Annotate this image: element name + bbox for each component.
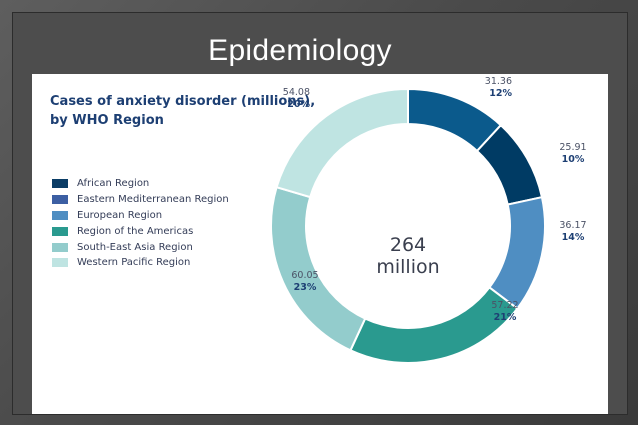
slice-percent-label-western-pacific-region: 20% [287, 99, 310, 110]
legend-item-south-east-asia-region: South-East Asia Region [52, 239, 229, 255]
slice-value-label-african-region: 31.36 [485, 76, 512, 87]
slice-south-east-asia-region [270, 185, 367, 352]
slide-title: Epidemiology [208, 34, 392, 67]
chart-legend: African Region Eastern Mediterranean Reg… [52, 176, 229, 271]
legend-swatch [52, 179, 68, 189]
slice-percent-label-south-east-asia-region: 23% [294, 282, 317, 293]
center-unit: million [376, 256, 439, 278]
legend-label: Eastern Mediterranean Region [77, 194, 229, 206]
legend-item-european-region: European Region [52, 208, 229, 224]
legend-swatch [52, 242, 68, 252]
slice-value-label-south-east-asia-region: 60.05 [291, 270, 318, 281]
center-value: 264 [390, 234, 426, 256]
legend-label: Region of the Americas [77, 225, 194, 237]
chart-title: Cases of anxiety disorder (millions), by… [50, 92, 350, 130]
slice-percent-label-african-region: 12% [489, 88, 512, 99]
legend-item-african-region: African Region [52, 176, 229, 192]
legend-label: South-East Asia Region [77, 241, 193, 253]
legend-item-western-pacific-region: Western Pacific Region [52, 255, 229, 271]
legend-swatch [52, 226, 68, 236]
slice-european-region [488, 196, 546, 310]
legend-swatch [52, 258, 68, 268]
donut-slices [270, 87, 546, 364]
chart-title-line-1: Cases of anxiety disorder (millions), [50, 94, 316, 109]
legend-label: African Region [77, 178, 150, 190]
slice-region-of-the-americas [349, 286, 519, 364]
slice-value-label-region-of-the-americas: 57.22 [491, 300, 518, 311]
slice-value-label-western-pacific-region: 54.08 [283, 87, 310, 98]
slice-value-label-eastern-mediterranean-region: 25.91 [559, 142, 586, 153]
legend-item-region-of-the-americas: Region of the Americas [52, 223, 229, 239]
slice-percent-label-european-region: 14% [562, 232, 585, 243]
slice-western-pacific-region [275, 87, 409, 199]
legend-label: Western Pacific Region [77, 257, 191, 269]
legend-label: European Region [77, 209, 163, 221]
chart-title-line-2: by WHO Region [50, 113, 164, 128]
slice-value-label-european-region: 36.17 [559, 220, 586, 231]
chart-panel: Cases of anxiety disorder (millions), by… [32, 74, 608, 414]
slice-percent-label-eastern-mediterranean-region: 10% [562, 154, 585, 165]
legend-swatch [52, 195, 68, 205]
legend-swatch [52, 210, 68, 220]
slice-percent-label-region-of-the-americas: 21% [494, 312, 517, 323]
legend-item-eastern-mediterranean-region: Eastern Mediterranean Region [52, 192, 229, 208]
